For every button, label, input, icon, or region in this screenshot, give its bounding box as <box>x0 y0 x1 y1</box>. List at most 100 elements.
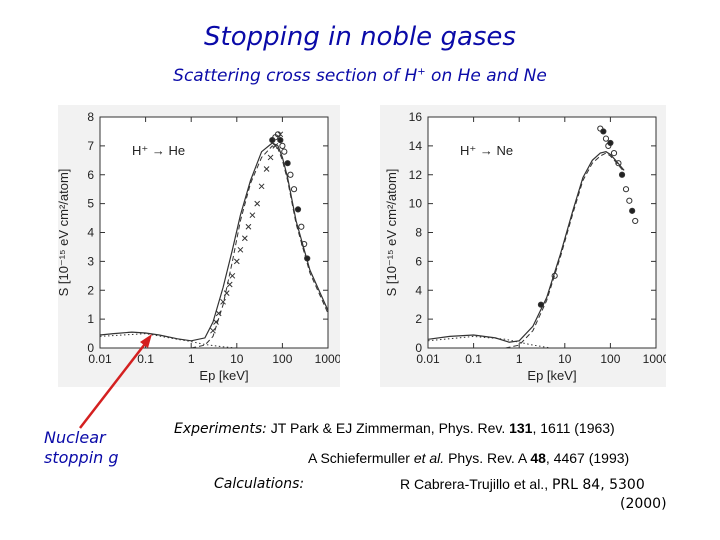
data-point-circle <box>294 206 302 213</box>
plot-frame <box>427 116 657 349</box>
data-point-circle <box>602 135 610 142</box>
x-tick-label: 100 <box>600 352 620 366</box>
data-point-circle <box>622 186 630 193</box>
chart-ne: 0.01 0.1 1 10 100 1000 0 2 4 6 8 10 12 14 16 Ep [keV] S … <box>384 110 666 383</box>
series-line-dotted <box>99 333 237 349</box>
data-point-circle <box>281 148 288 155</box>
y-tick-label: 7 <box>87 139 94 153</box>
ref2-journal: Phys. Rev. A <box>444 450 531 466</box>
reference-calculations: R Cabrera-Trujillo et al., PRL 84, 5300 <box>400 476 645 493</box>
ref2-etal: et al. <box>413 450 445 466</box>
data-point-x <box>229 272 236 279</box>
slide-title: Stopping in noble gases <box>204 22 516 52</box>
ref3-journal: PRL 84, 5300 <box>551 477 645 493</box>
data-point-x <box>213 319 219 325</box>
series-line-solid <box>99 142 329 342</box>
data-point-circle <box>287 171 294 178</box>
data-point-x <box>223 290 230 296</box>
data-point-x <box>237 246 244 253</box>
chart-panel-ne: 0.01 0.1 1 10 100 1000 0 2 4 6 8 10 12 14 16 Ep [keV] S … <box>380 105 666 387</box>
y-tick-label: 0 <box>87 341 94 355</box>
data-point-circle <box>615 160 622 167</box>
y-tick-label: 10 <box>409 197 423 211</box>
data-point-circle <box>277 137 284 144</box>
subtitle-superscript: + <box>417 66 426 78</box>
data-point-x <box>241 235 248 242</box>
data-point-x <box>215 310 222 317</box>
y-tick-label: 8 <box>87 110 94 124</box>
ref1-rest: , 1611 (1963) <box>532 420 615 436</box>
y-tick-label: 6 <box>87 168 94 182</box>
subtitle-prefix: Scattering cross section of H <box>173 66 418 86</box>
calculations-label: Calculations: <box>214 476 305 492</box>
data-point-x <box>226 281 233 288</box>
data-point-circle <box>629 207 636 214</box>
x-tick-label: 0.01 <box>416 352 440 366</box>
series-line-dotted <box>427 335 552 349</box>
ref1-volume: 131 <box>509 420 533 436</box>
y-tick-label: 6 <box>415 254 422 268</box>
x-tick-label: 100 <box>272 352 292 366</box>
y-axis-label: S [10⁻¹⁵ eV cm²/atom] <box>58 169 71 297</box>
subtitle-suffix: on He and Ne <box>425 66 547 86</box>
data-point-x <box>245 223 252 230</box>
y-tick-label: 2 <box>87 283 94 297</box>
data-point-circle <box>269 137 276 144</box>
x-tick-label: 1000 <box>315 352 340 366</box>
x-tick-label: 10 <box>558 352 572 366</box>
data-point-circle <box>290 186 298 193</box>
ref3-authors: R Cabrera-Trujillo et al., <box>400 476 552 492</box>
y-axis-label: S [10⁻¹⁵ eV cm²/atom] <box>384 169 399 297</box>
panel-label: H⁺ → Ne <box>460 143 513 158</box>
series-line-dashed <box>505 152 625 349</box>
data-point-circle <box>551 272 558 279</box>
panel-label: H⁺ → He <box>132 143 185 158</box>
x-tick-label: 10 <box>230 352 244 366</box>
ref2-authors: A Schiefermuller <box>308 450 414 466</box>
data-point-circle <box>632 217 639 225</box>
data-point-x <box>263 166 270 172</box>
y-tick-label: 3 <box>87 254 94 268</box>
nuclear-stopping-label: Nuclear stoppin g <box>44 428 119 467</box>
data-point-x <box>233 258 240 265</box>
data-point-x <box>254 200 261 207</box>
data-point-circle <box>610 149 618 157</box>
data-point-circle <box>304 255 311 262</box>
ref2-volume: 48 <box>530 450 546 466</box>
x-tick-label: 1 <box>516 352 523 366</box>
data-point-circle <box>600 128 607 135</box>
ref1-authors: JT Park & EJ Zimmerman, Phys. Rev. <box>266 420 510 436</box>
y-tick-label: 4 <box>415 283 422 297</box>
y-tick-label: 0 <box>415 341 422 355</box>
series-line-solid <box>427 151 625 343</box>
x-axis-label: Ep [keV] <box>527 368 576 383</box>
x-axis-label: Ep [keV] <box>199 368 248 383</box>
x-tick-label: 1 <box>188 352 195 366</box>
data-point-circle <box>279 142 286 149</box>
data-point-circle <box>301 240 308 248</box>
data-point-circle <box>537 301 545 308</box>
series-line-dashed <box>191 145 329 349</box>
x-tick-label: 1000 <box>643 352 666 366</box>
data-point-circle <box>626 197 633 204</box>
x-tick-label: 0.1 <box>137 352 154 366</box>
data-point-x <box>272 143 279 149</box>
data-point-circle <box>607 139 614 147</box>
data-point-circle <box>274 131 282 138</box>
data-point-circle <box>618 171 626 178</box>
x-tick-label: 0.1 <box>465 352 482 366</box>
y-tick-label: 8 <box>415 226 422 240</box>
slide-subtitle: Scattering cross section of H+ on He and… <box>0 66 720 86</box>
data-point-circle <box>284 160 291 167</box>
data-point-x <box>258 183 265 190</box>
y-tick-label: 1 <box>87 312 94 326</box>
data-point-x <box>220 298 226 305</box>
data-point-x <box>210 327 216 334</box>
y-tick-label: 14 <box>409 139 423 153</box>
data-point-x <box>249 212 256 219</box>
y-tick-label: 16 <box>409 110 423 124</box>
data-point-x <box>267 154 274 161</box>
ref2-rest: , 4467 (1993) <box>545 450 630 466</box>
